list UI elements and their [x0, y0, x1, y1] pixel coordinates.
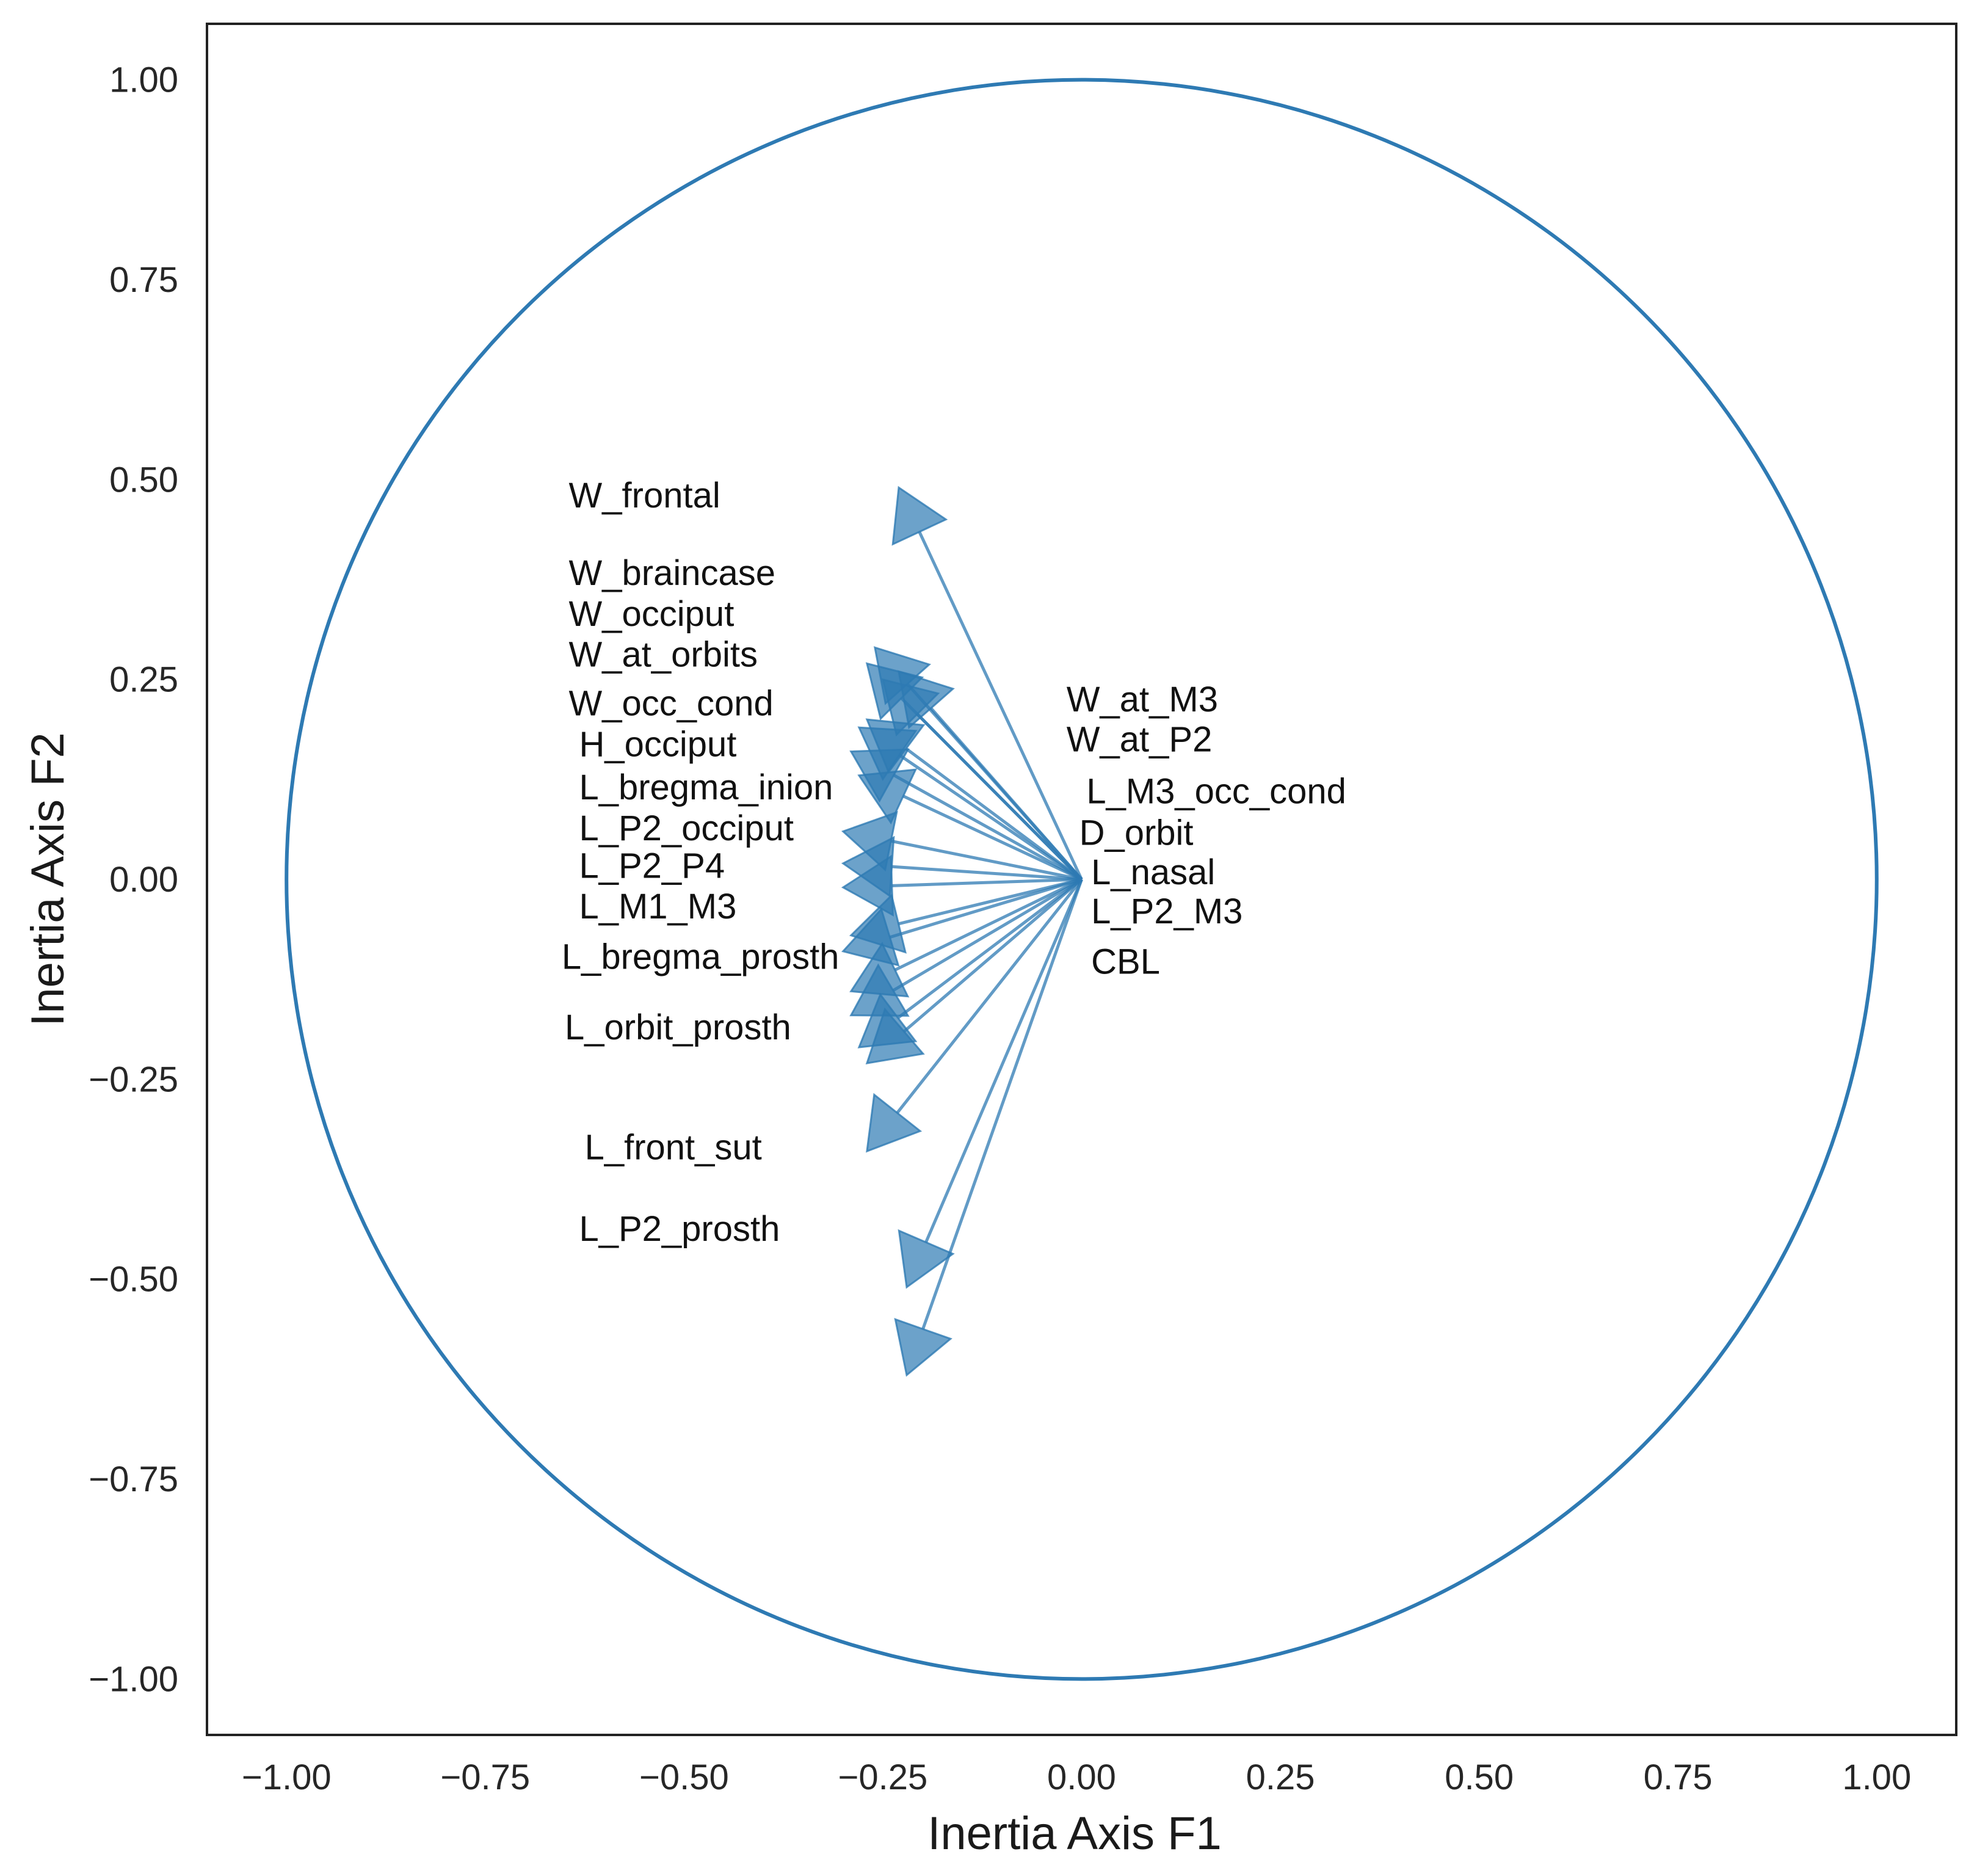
vector-arrowhead: [898, 1229, 955, 1289]
vector-shaft: [921, 879, 1083, 1330]
vector-shaft: [905, 747, 1083, 881]
y-tick-label: −0.25: [89, 1060, 178, 1099]
variable-label-L_P2_P4: L_P2_P4: [579, 846, 725, 885]
variable-label-W_frontal: W_frontal: [569, 476, 720, 515]
variable-label-L_M3_occ_cond: L_M3_occ_cond: [1086, 772, 1346, 812]
vector-shaft: [893, 774, 1083, 881]
y-tick-label: 0.25: [109, 660, 178, 700]
variable-label-D_orbit: D_orbit: [1079, 813, 1194, 853]
vector-CBL: [894, 879, 1083, 1377]
variable-labels-layer: W_frontal W_braincaseW_occiputW_at_orbits…: [562, 476, 1346, 1249]
vector-arrowhead: [841, 854, 894, 917]
variable-label-L_front_sut: L_front_sut: [585, 1127, 762, 1167]
vector-arrowhead: [894, 1318, 952, 1377]
variable-label-L_bregma_prosth: L_bregma_prosth: [562, 937, 840, 977]
vector-shaft: [929, 707, 1083, 881]
variable-label-W_occiput: W_occiput: [569, 594, 735, 634]
vector-shaft: [896, 878, 1083, 1114]
y-axis-title: Inertia Axis F2: [22, 732, 74, 1027]
variable-label-W_at_M3: W_at_M3: [1067, 680, 1218, 719]
y-tick-labels: 1.00 0.75 0.50 0.25 0.00 −0.25 −0.50 −0.75 −1.00: [89, 60, 178, 1700]
x-tick-labels: −1.00 −0.75 −0.50 −0.25 0.00 0.25 0.50 0.75 1.00: [242, 1758, 1911, 1797]
vector-shaft: [891, 865, 1082, 881]
vector-arrowhead: [865, 1007, 925, 1064]
x-tick-label: 0.50: [1445, 1758, 1514, 1797]
y-tick-label: 0.00: [109, 860, 178, 900]
vector-shaft: [898, 878, 1083, 926]
vector-L_P2_M3: [849, 878, 1083, 954]
y-tick-label: 0.50: [109, 460, 178, 500]
y-tick-label: 1.00: [109, 60, 178, 100]
variable-label-W_at_orbits: W_at_orbits: [569, 635, 758, 675]
vector-shaft: [894, 878, 1083, 972]
vector-D_orbit: [898, 670, 1083, 881]
vector-arrowhead: [891, 485, 948, 546]
loading-vectors-layer: [841, 485, 1083, 1377]
vector-shaft: [916, 713, 1083, 881]
vector-arrowhead: [857, 768, 918, 825]
vector-shaft: [924, 879, 1083, 1243]
x-tick-label: −0.75: [440, 1758, 530, 1797]
vector-shaft: [889, 878, 1083, 939]
vector-arrowhead: [866, 1093, 923, 1153]
vector-L_bregma_inion: [857, 768, 1083, 881]
unit-circle-layer: [285, 78, 1879, 1681]
vector-shaft: [918, 531, 1083, 881]
vector-shaft: [891, 878, 1082, 887]
vector-W_frontal: [891, 485, 1083, 881]
variable-label-CBL: CBL: [1091, 942, 1160, 982]
variable-label-W_at_P2: W_at_P2: [1067, 720, 1213, 760]
vector-L_M3_occ_cond: [865, 878, 1083, 1064]
vector-shaft: [897, 878, 1083, 1019]
vector-arrowhead: [849, 942, 910, 998]
variable-label-L_bregma_inion: L_bregma_inion: [579, 768, 833, 807]
unit-circle: [285, 78, 1879, 1681]
variable-label-W_braincase: W_braincase: [569, 553, 775, 593]
x-tick-label: 1.00: [1842, 1758, 1911, 1797]
variable-label-L_M1_M3: L_M1_M3: [579, 887, 736, 926]
variable-label-L_nasal: L_nasal: [1091, 853, 1215, 892]
vector-arrowhead: [898, 670, 955, 730]
x-tick-label: 0.25: [1246, 1758, 1315, 1797]
vector-L_M1_M3: [841, 854, 1082, 917]
vector-L_P2_prosth: [898, 879, 1083, 1289]
vector-shaft: [903, 878, 1083, 1033]
variable-label-L_orbit_prosth: L_orbit_prosth: [565, 1008, 791, 1047]
x-tick-label: −0.25: [838, 1758, 928, 1797]
y-tick-label: −1.00: [89, 1659, 178, 1699]
vector-shaft: [892, 878, 1083, 992]
plot-frame: [206, 23, 1957, 1736]
x-tick-label: −0.50: [639, 1758, 729, 1797]
vector-W_at_M3: [849, 878, 1083, 998]
x-tick-label: −1.00: [242, 1758, 332, 1797]
variable-label-L_P2_occiput: L_P2_occiput: [579, 809, 793, 848]
variable-label-L_P2_prosth: L_P2_prosth: [579, 1209, 780, 1249]
vector-shaft: [890, 839, 1082, 881]
variable-label-W_occ_cond: W_occ_cond: [569, 684, 774, 724]
vector-arrowhead: [849, 893, 907, 954]
variable-label-L_P2_M3: L_P2_M3: [1091, 892, 1242, 931]
vector-L_front_sut: [866, 878, 1083, 1153]
y-tick-label: −0.75: [89, 1460, 178, 1499]
y-tick-label: 0.75: [109, 260, 178, 300]
variable-label-H_occiput: H_occiput: [579, 724, 736, 764]
y-tick-label: −0.50: [89, 1260, 178, 1300]
x-axis-title: Inertia Axis F1: [927, 1808, 1222, 1860]
x-tick-label: 0.75: [1644, 1758, 1713, 1797]
x-tick-label: 0.00: [1047, 1758, 1116, 1797]
vector-L_nasal: [865, 718, 1083, 881]
vector-arrowhead: [865, 718, 926, 774]
vector-shaft: [902, 794, 1083, 881]
